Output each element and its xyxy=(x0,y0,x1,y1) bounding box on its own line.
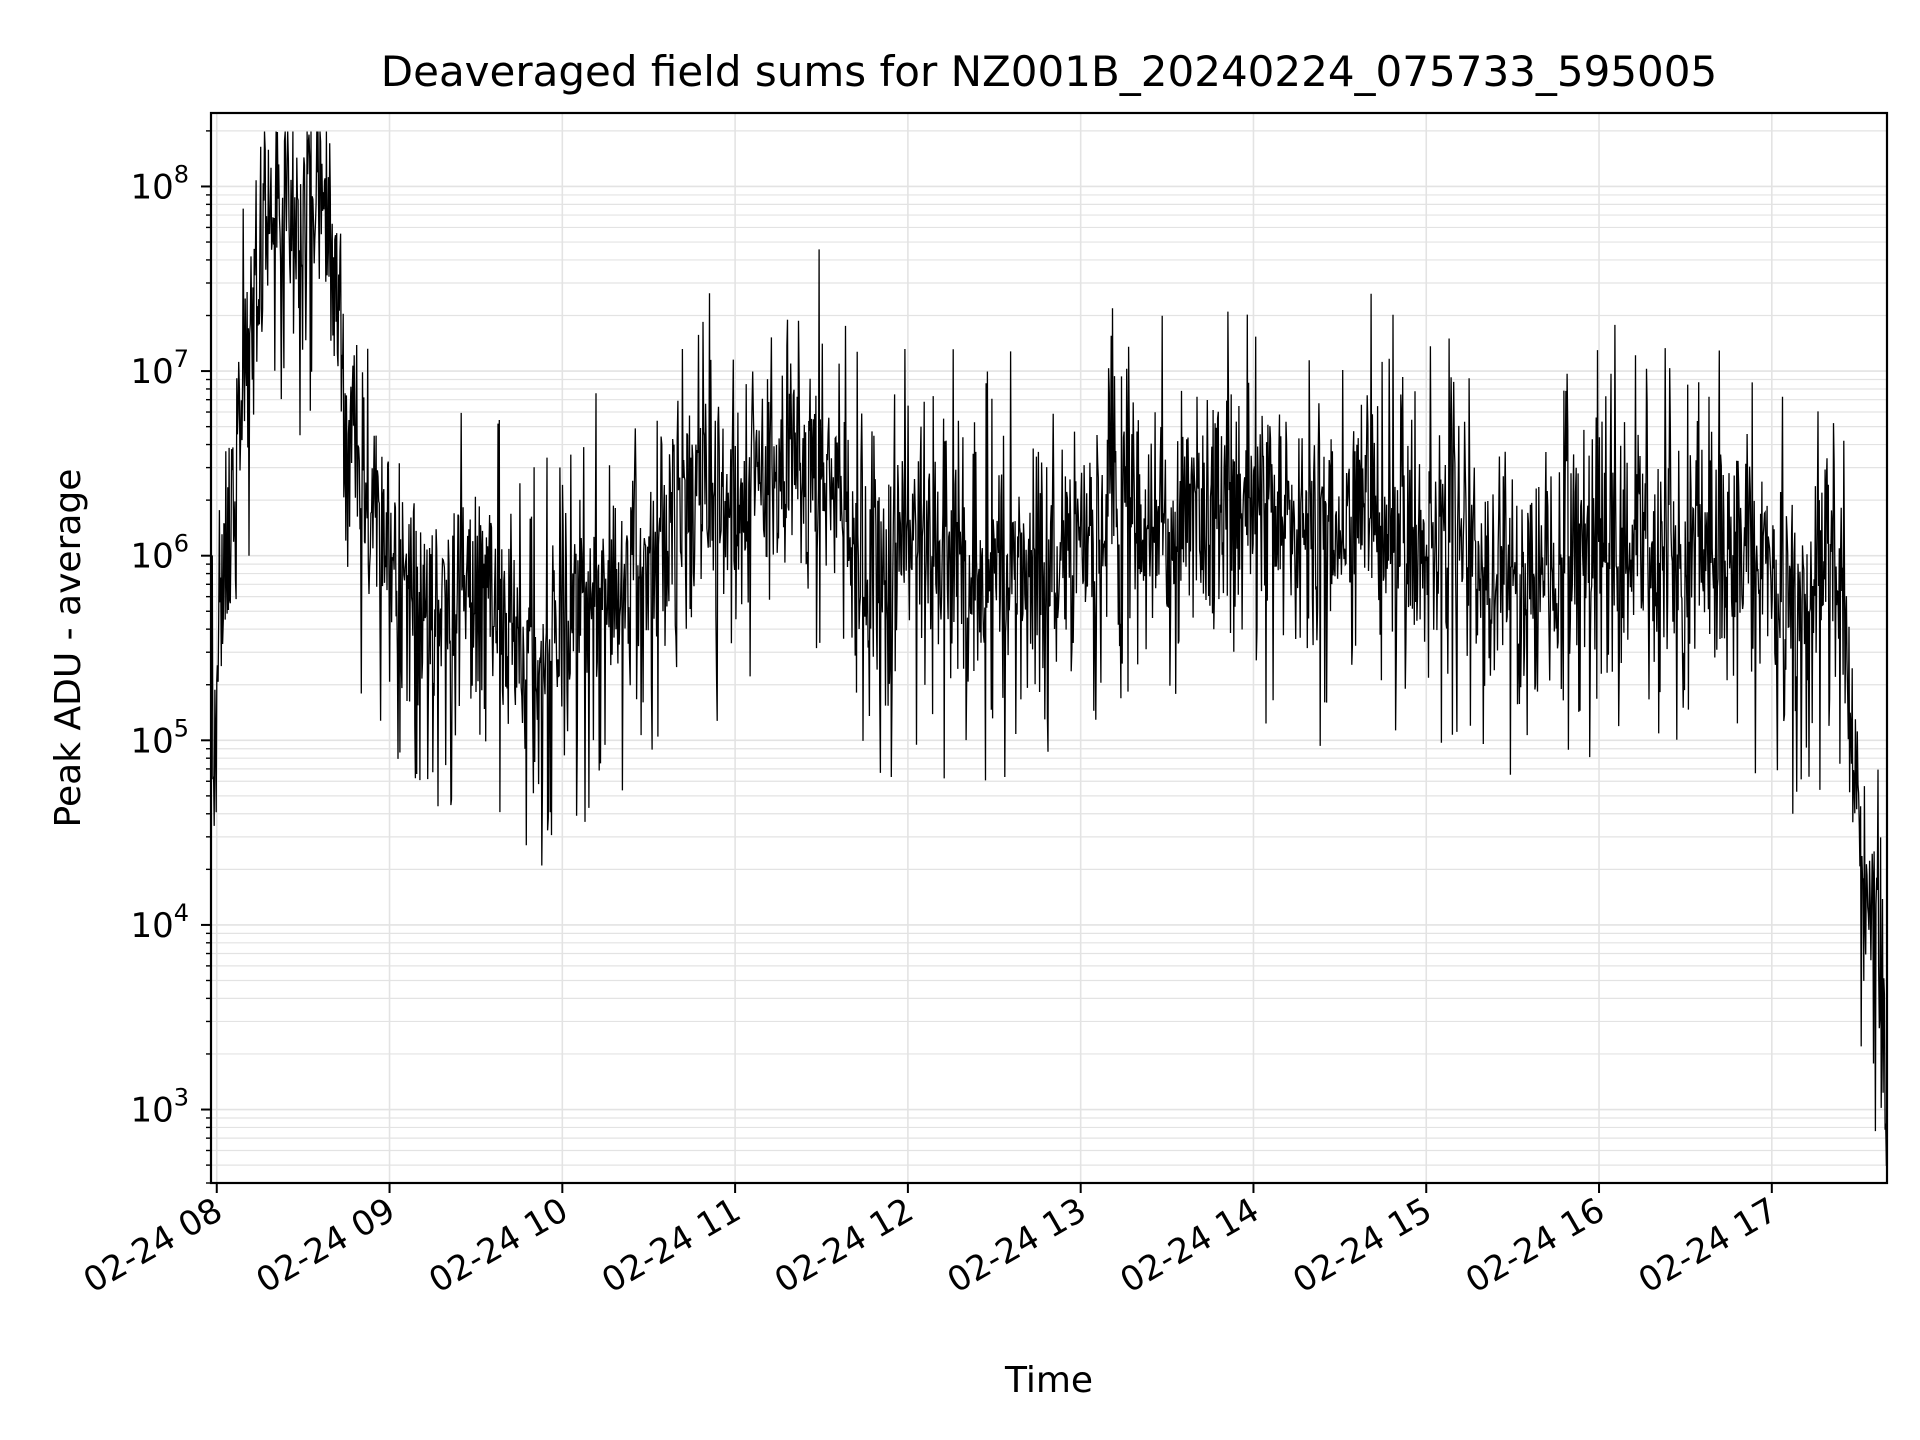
y-tick-label: 103 xyxy=(130,1084,189,1131)
plot-frame xyxy=(209,111,1889,1185)
series-layer xyxy=(210,131,1888,1166)
y-tick-label: 107 xyxy=(130,345,189,392)
y-tick-label: 106 xyxy=(130,530,189,577)
y-tick-label: 104 xyxy=(130,899,189,946)
y-tick-label: 105 xyxy=(130,714,189,761)
x-axis-label: Time xyxy=(1004,1360,1093,1401)
y-tick-label: 108 xyxy=(130,160,189,207)
chart-title: Deaveraged field sums for NZ001B_2024022… xyxy=(381,47,1717,96)
series-line xyxy=(210,131,1888,1166)
y-axis-label: Peak ADU - average xyxy=(48,469,89,828)
